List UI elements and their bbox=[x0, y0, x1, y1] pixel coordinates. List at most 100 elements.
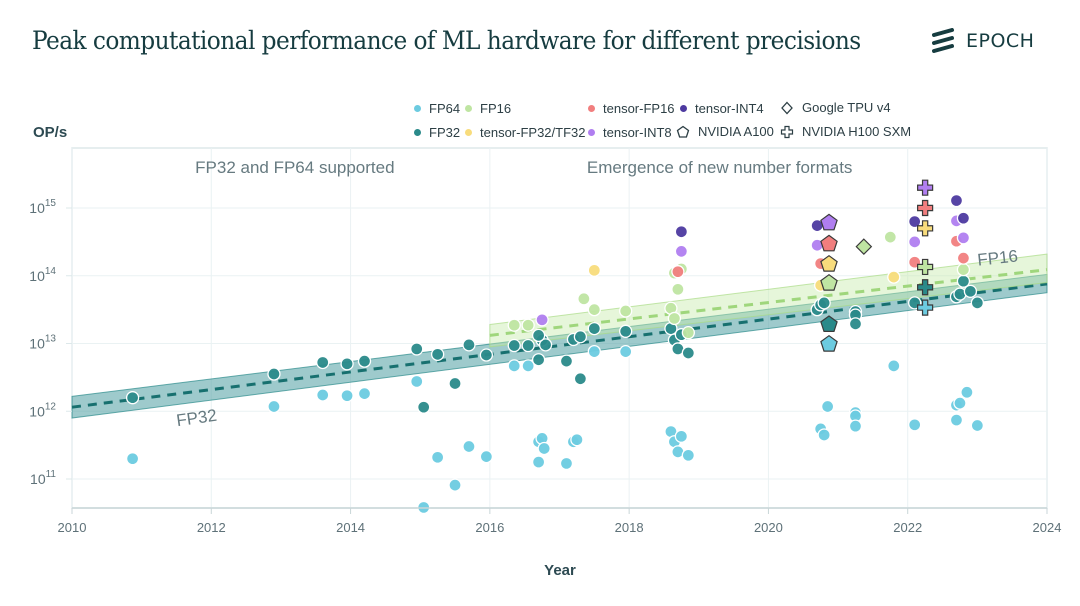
point-fp64 bbox=[316, 388, 330, 402]
data-points bbox=[125, 193, 985, 515]
highlight-markers bbox=[820, 179, 934, 352]
legend-marker bbox=[465, 129, 472, 136]
point-fp64 bbox=[559, 456, 574, 471]
legend-item-nvidia-a100[interactable]: NVIDIA A100 bbox=[676, 124, 774, 139]
legend-label: FP32 bbox=[429, 125, 461, 140]
legend-marker bbox=[414, 105, 421, 112]
cross-icon bbox=[780, 125, 794, 138]
point-fp32 bbox=[462, 338, 476, 352]
y-tick-label: 1011 bbox=[30, 469, 56, 487]
point-fp32 bbox=[316, 355, 330, 370]
a100-marker bbox=[820, 234, 838, 252]
point-fp64 bbox=[848, 419, 863, 433]
tpu-v4-marker bbox=[855, 238, 873, 255]
point-fp16 bbox=[681, 326, 695, 340]
legend-label: tensor-INT8 bbox=[603, 125, 672, 140]
annotation: Emergence of new number formats bbox=[587, 158, 853, 177]
point-tensor-int4 bbox=[908, 214, 922, 229]
point-fp32 bbox=[970, 296, 985, 310]
x-axis-label: Year bbox=[544, 562, 576, 579]
axes: 2010 2012 2014 2016 2018 2020 2022 2024 1011 1012… bbox=[29, 198, 1061, 535]
a100-marker bbox=[820, 315, 838, 332]
trend-line-fp16 bbox=[489, 268, 1048, 337]
point-tensor-fp32-tf32 bbox=[587, 263, 601, 277]
point-fp16 bbox=[956, 263, 971, 277]
point-fp64 bbox=[953, 396, 967, 410]
legend-label: tensor-FP16 bbox=[603, 101, 675, 116]
point-fp64 bbox=[448, 478, 462, 492]
h100-marker bbox=[917, 279, 934, 296]
point-fp16 bbox=[667, 311, 682, 326]
point-fp32 bbox=[430, 347, 445, 361]
diamond-icon bbox=[781, 101, 793, 114]
point-fp64 bbox=[125, 452, 140, 466]
legend-label: tensor-INT4 bbox=[695, 101, 764, 116]
legend-item-tensor-fp16[interactable]: tensor-FP16 bbox=[588, 101, 675, 116]
point-fp32 bbox=[125, 391, 140, 405]
h100-marker bbox=[917, 179, 934, 196]
point-fp32 bbox=[340, 357, 354, 371]
legend-item-nvidia-h100[interactable]: NVIDIA H100 SXM bbox=[780, 124, 911, 139]
legend-marker bbox=[414, 129, 421, 136]
trend-band-fp16 bbox=[489, 253, 1048, 348]
legend-item-tensor-fp32[interactable]: tensor-FP32/TF32 bbox=[465, 125, 586, 140]
legend-item-fp32[interactable]: FP32 bbox=[414, 125, 460, 140]
trend-bands bbox=[71, 253, 1048, 419]
x-tick-label: 2012 bbox=[197, 520, 226, 535]
a100-marker bbox=[820, 254, 838, 272]
point-fp64 bbox=[970, 418, 985, 433]
h100-marker bbox=[917, 220, 934, 237]
a100-marker bbox=[820, 213, 838, 231]
point-fp32 bbox=[573, 330, 588, 344]
point-fp16 bbox=[671, 282, 685, 296]
annotations: FP32 and FP64 supported Emergence of new … bbox=[175, 158, 1019, 430]
h100-marker bbox=[917, 299, 934, 316]
legend-label: NVIDIA H100 SXM bbox=[802, 124, 912, 139]
legend-item-tensor-int8[interactable]: tensor-INT8 bbox=[588, 125, 672, 140]
h100-marker bbox=[917, 258, 934, 276]
point-fp32 bbox=[531, 328, 546, 343]
annotation: FP32 and FP64 supported bbox=[195, 158, 394, 177]
x-tick-label: 2018 bbox=[615, 520, 644, 535]
annotation: FP16 bbox=[976, 247, 1018, 270]
x-tick-label: 2022 bbox=[893, 520, 922, 535]
y-tick-label: 1012 bbox=[29, 401, 56, 419]
point-fp64 bbox=[537, 441, 551, 456]
point-tensor-int8 bbox=[674, 244, 689, 259]
a100-marker bbox=[820, 273, 838, 291]
point-tensor-int4 bbox=[674, 225, 689, 239]
legend-marker bbox=[465, 105, 472, 112]
point-tensor-int8 bbox=[956, 231, 971, 245]
legend-label: FP16 bbox=[480, 101, 512, 116]
point-tensor-int4 bbox=[949, 193, 964, 208]
point-fp64 bbox=[521, 359, 535, 373]
legend-item-tensor-int4[interactable]: tensor-INT4 bbox=[680, 101, 764, 116]
point-fp64 bbox=[570, 433, 584, 447]
point-fp64 bbox=[410, 374, 424, 389]
point-fp64 bbox=[619, 344, 633, 359]
point-fp64 bbox=[267, 399, 281, 414]
point-fp16 bbox=[619, 304, 633, 318]
epoch-logo-icon bbox=[932, 28, 954, 53]
point-fp32 bbox=[681, 346, 695, 360]
point-tensor-int8 bbox=[535, 313, 549, 327]
point-fp32 bbox=[619, 324, 633, 338]
point-fp32 bbox=[538, 338, 553, 352]
point-fp32 bbox=[848, 317, 863, 331]
point-tensor-int4 bbox=[956, 211, 971, 225]
point-fp32 bbox=[410, 342, 424, 356]
point-fp32 bbox=[559, 354, 574, 368]
legend-item-fp16[interactable]: FP16 bbox=[465, 101, 511, 116]
brand-name: EPOCH bbox=[966, 30, 1035, 52]
x-tick-label: 2020 bbox=[754, 520, 783, 535]
point-fp16 bbox=[521, 318, 535, 332]
point-fp64 bbox=[949, 413, 964, 427]
legend-item-fp64[interactable]: FP64 bbox=[414, 101, 460, 116]
point-tensor-fp16 bbox=[671, 265, 685, 279]
legend-item-google-tpu-v4[interactable]: Google TPU v4 bbox=[780, 100, 891, 115]
point-tensor-int8 bbox=[908, 235, 922, 249]
pentagon-icon bbox=[676, 125, 690, 138]
y-tick-label: 1015 bbox=[29, 198, 56, 216]
point-fp64 bbox=[674, 429, 689, 443]
point-fp32 bbox=[417, 400, 431, 414]
